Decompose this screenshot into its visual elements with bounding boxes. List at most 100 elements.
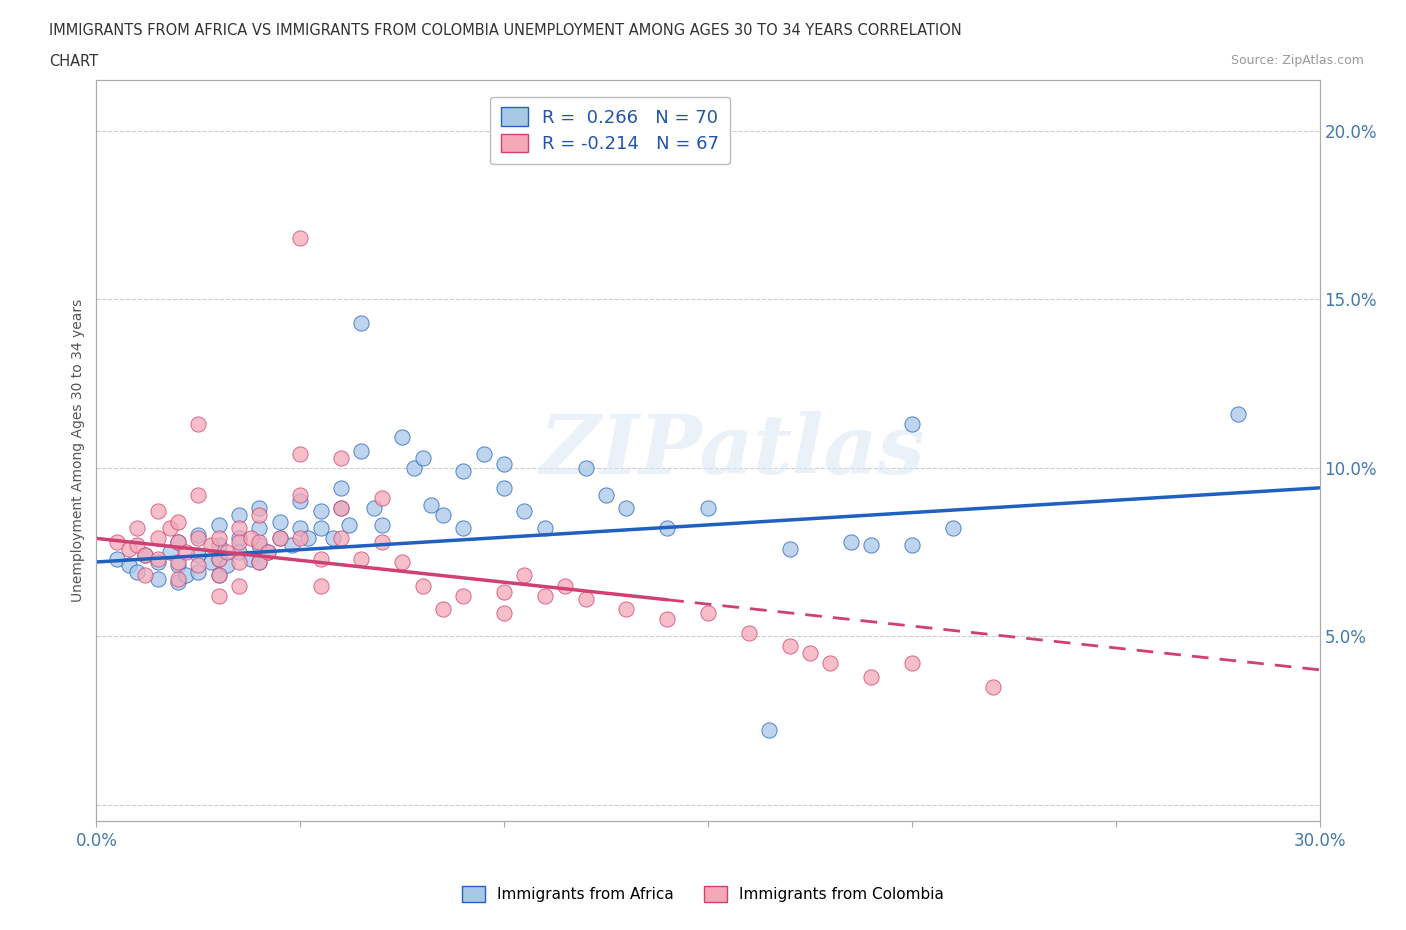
Point: [127, 521, 149, 536]
Point: [208, 589, 231, 604]
Point: [297, 531, 319, 546]
Point: [391, 554, 413, 569]
Point: [269, 531, 291, 546]
Point: [1227, 406, 1250, 421]
Point: [249, 554, 271, 569]
Point: [391, 430, 413, 445]
Point: [779, 541, 801, 556]
Point: [330, 500, 353, 515]
Point: [167, 554, 190, 569]
Point: [146, 531, 169, 546]
Point: [208, 531, 231, 546]
Point: [513, 568, 536, 583]
Point: [187, 558, 209, 573]
Point: [860, 538, 883, 552]
Point: [208, 517, 231, 532]
Text: IMMIGRANTS FROM AFRICA VS IMMIGRANTS FROM COLOMBIA UNEMPLOYMENT AMONG AGES 30 TO: IMMIGRANTS FROM AFRICA VS IMMIGRANTS FRO…: [49, 23, 962, 38]
Point: [208, 538, 231, 552]
Point: [697, 605, 720, 620]
Point: [738, 625, 761, 640]
Point: [105, 535, 128, 550]
Point: [983, 679, 1005, 694]
Point: [187, 487, 209, 502]
Point: [371, 535, 394, 550]
Point: [616, 500, 638, 515]
Point: [167, 535, 190, 550]
Point: [290, 521, 312, 536]
Point: [779, 639, 801, 654]
Point: [290, 487, 312, 502]
Point: [330, 481, 353, 496]
Point: [575, 591, 598, 606]
Point: [228, 521, 250, 536]
Point: [309, 521, 332, 536]
Point: [208, 551, 231, 566]
Point: [105, 551, 128, 566]
Point: [371, 517, 394, 532]
Point: [494, 481, 516, 496]
Point: [554, 578, 576, 593]
Point: [860, 670, 883, 684]
Point: [256, 544, 278, 559]
Point: [309, 504, 332, 519]
Point: [167, 514, 190, 529]
Point: [419, 498, 441, 512]
Point: [494, 585, 516, 600]
Point: [404, 460, 426, 475]
Point: [167, 571, 190, 586]
Point: [534, 589, 557, 604]
Point: [200, 538, 222, 552]
Point: [337, 517, 360, 532]
Point: [281, 538, 304, 552]
Point: [146, 551, 169, 566]
Point: [228, 508, 250, 523]
Point: [472, 446, 495, 461]
Point: [309, 551, 332, 566]
Point: [134, 548, 156, 563]
Point: [820, 656, 842, 671]
Point: [228, 531, 250, 546]
Point: [134, 568, 156, 583]
Point: [350, 315, 373, 330]
Point: [616, 602, 638, 617]
Text: CHART: CHART: [49, 54, 98, 69]
Point: [167, 575, 190, 590]
Point: [159, 544, 181, 559]
Point: [494, 457, 516, 472]
Point: [249, 535, 271, 550]
Point: [901, 417, 924, 432]
Text: ZIPatlas: ZIPatlas: [540, 411, 925, 491]
Point: [127, 538, 149, 552]
Point: [453, 521, 475, 536]
Point: [208, 568, 231, 583]
Point: [240, 531, 263, 546]
Point: [330, 500, 353, 515]
Point: [269, 514, 291, 529]
Point: [228, 578, 250, 593]
Point: [146, 504, 169, 519]
Point: [330, 450, 353, 465]
Point: [187, 531, 209, 546]
Legend: R =  0.266   N = 70, R = -0.214   N = 67: R = 0.266 N = 70, R = -0.214 N = 67: [491, 97, 730, 164]
Point: [799, 645, 821, 660]
Point: [432, 508, 454, 523]
Point: [901, 538, 924, 552]
Point: [330, 531, 353, 546]
Point: [127, 565, 149, 579]
Point: [363, 500, 385, 515]
Point: [228, 554, 250, 569]
Point: [901, 656, 924, 671]
Point: [575, 460, 598, 475]
Point: [174, 568, 197, 583]
Y-axis label: Unemployment Among Ages 30 to 34 years: Unemployment Among Ages 30 to 34 years: [72, 299, 86, 603]
Point: [249, 500, 271, 515]
Point: [269, 531, 291, 546]
Point: [412, 578, 434, 593]
Point: [290, 494, 312, 509]
Point: [322, 531, 344, 546]
Point: [657, 612, 679, 627]
Point: [146, 554, 169, 569]
Point: [208, 551, 231, 566]
Point: [228, 544, 250, 559]
Point: [412, 450, 434, 465]
